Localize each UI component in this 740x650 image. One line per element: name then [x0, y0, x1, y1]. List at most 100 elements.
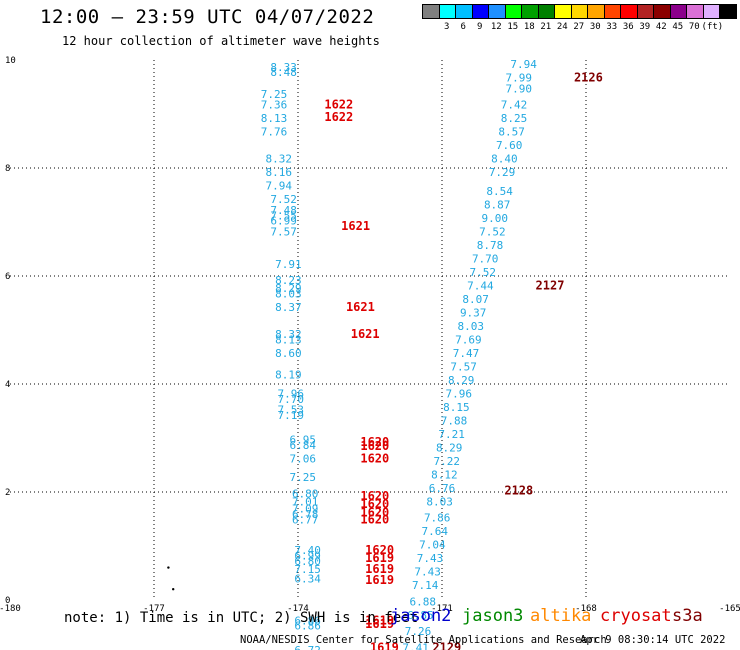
s3a-time-label: 2126 — [574, 71, 603, 85]
wave-height-value: 8.78 — [477, 239, 504, 252]
wave-height-value: 7.41 — [402, 641, 429, 650]
cryosat-time-label: 1620 — [360, 435, 389, 449]
satellite-legend-altika: altika — [530, 606, 592, 626]
s3a-time-label: 2129 — [432, 640, 461, 650]
wave-height-value: 7.70 — [472, 253, 499, 266]
wave-height-value: 7.43 — [414, 566, 441, 579]
wave-height-value: 7.19 — [278, 409, 305, 422]
x-tick-label: -177 — [143, 604, 165, 614]
wave-height-value: 6.76 — [429, 482, 456, 495]
scale-label: 39 — [639, 22, 651, 32]
scale-label: 12 — [490, 22, 502, 32]
satellite-legend-jason3: jason3 — [462, 606, 524, 626]
wave-height-value: 8.13 — [261, 112, 288, 125]
wave-height-value: 8.37 — [275, 301, 302, 314]
wave-height-value: 6.34 — [294, 573, 321, 586]
wave-height-value: 8.25 — [501, 112, 528, 125]
scale-label: 45 — [672, 22, 684, 32]
wave-height-value: 7.21 — [438, 428, 465, 441]
wave-height-value: 7.64 — [422, 525, 449, 538]
wave-height-value: 7.06 — [290, 452, 317, 465]
wave-height-value: 7.94 — [510, 58, 537, 71]
x-tick-label: -168 — [575, 604, 597, 614]
wave-height-value: 7.99 — [506, 72, 533, 85]
wave-height-value: 7.86 — [424, 512, 451, 525]
wave-height-value: 8.60 — [275, 347, 302, 360]
wave-height-value: 7.43 — [417, 552, 444, 565]
wave-height-value: 9.00 — [482, 212, 509, 225]
page-subtitle: 12 hour collection of altimeter wave hei… — [62, 34, 380, 48]
wave-height-value: 8.12 — [431, 469, 458, 482]
wave-height-value: 7.76 — [261, 126, 288, 139]
cryosat-time-label: 1622 — [324, 98, 353, 112]
wave-height-value: 7.25 — [290, 471, 317, 484]
wave-height-value: 7.96 — [278, 388, 305, 401]
satellite-legend-s3a: s3a — [672, 606, 703, 626]
cryosat-time-label: 1619 — [370, 640, 399, 650]
wave-height-value: 8.03 — [426, 496, 453, 509]
wave-height-value: 7.42 — [501, 99, 528, 112]
wave-height-value: 7.57 — [270, 226, 297, 239]
data-dot — [167, 566, 170, 569]
wave-height-value: 6.72 — [294, 644, 321, 650]
wave-height-value: 6.95 — [290, 433, 317, 446]
wave-height-value: 8.15 — [443, 401, 470, 414]
scale-label: 18 — [523, 22, 535, 32]
wave-height-value: 8.03 — [458, 320, 485, 333]
cryosat-time-label: 1621 — [346, 300, 375, 314]
wave-height-value: 7.52 — [479, 226, 506, 239]
footer-note: note: 1) Time is in UTC; 2) SWH is in fe… — [64, 610, 419, 626]
wave-height-value: 9.37 — [460, 307, 487, 320]
wave-height-value: 6.77 — [292, 513, 319, 526]
x-tick-label: -174 — [287, 604, 309, 614]
cryosat-time-label: 1619 — [365, 613, 394, 627]
wave-height-value: 7.91 — [275, 258, 302, 271]
wave-height-value: 8.29 — [275, 282, 302, 295]
wave-height-value: 7.52 — [470, 266, 497, 279]
cryosat-time-label: 1619 — [365, 551, 394, 565]
color-scale-labels: 3 6 9 12 15 18 21 24 27 30 33 36 39 42 45 70 (ft) — [422, 22, 740, 36]
cryosat-time-label: 1620 — [360, 451, 389, 465]
cryosat-time-label: 1619 — [365, 562, 394, 576]
wave-height-value: 7.47 — [453, 347, 480, 360]
wave-height-value: 8.48 — [270, 66, 297, 79]
wave-height-value: 7.96 — [446, 388, 473, 401]
cryosat-time-label: 1620 — [360, 497, 389, 511]
scale-label: 42 — [655, 22, 667, 32]
wave-height-value: 6.86 — [294, 614, 321, 627]
cryosat-time-label: 1620 — [360, 512, 389, 526]
satellite-legend-jason2: jason2 — [390, 606, 452, 626]
wave-height-value: 7.25 — [261, 88, 288, 101]
cryosat-time-label: 1620 — [360, 505, 389, 519]
wave-height-value: 6.99 — [294, 550, 321, 563]
wave-height-value: 7.15 — [294, 563, 321, 576]
wave-height-value: 8.29 — [436, 442, 463, 455]
cryosat-time-label: 1622 — [324, 110, 353, 124]
scale-label: 24 — [556, 22, 568, 32]
wave-height-value: 7.09 — [292, 503, 319, 516]
wave-height-value: 7.26 — [405, 625, 432, 638]
cryosat-time-label: 1621 — [341, 219, 370, 233]
wave-height-value: 7.69 — [455, 334, 482, 347]
wave-height-value: 8.54 — [486, 185, 513, 198]
scale-label: 21 — [540, 22, 552, 32]
wave-height-value: 8.29 — [448, 374, 475, 387]
wave-height-value: 6.99 — [270, 215, 297, 228]
y-tick-label: 2 — [5, 488, 10, 498]
scale-label: 15 — [507, 22, 519, 32]
wave-height-value: 7.44 — [467, 280, 494, 293]
wave-height-value: 7.04 — [419, 539, 446, 552]
wave-height-value: 6.80 — [292, 487, 319, 500]
wave-height-value: 7.29 — [489, 166, 516, 179]
s3a-time-label: 2128 — [504, 484, 533, 498]
cryosat-time-label: 1620 — [360, 439, 389, 453]
y-tick-label: 4 — [5, 380, 10, 390]
wave-height-value: 8.57 — [498, 126, 525, 139]
wave-height-value: 8.23 — [275, 274, 302, 287]
credit-text: NOAA/NESDIS Center for Satellite Applica… — [240, 634, 607, 646]
data-dot — [172, 588, 175, 591]
wave-height-value: 7.22 — [434, 455, 461, 468]
cryosat-time-label: 1620 — [360, 489, 389, 503]
wave-height-value: 6.88 — [410, 595, 437, 608]
cryosat-time-label: 1621 — [351, 327, 380, 341]
